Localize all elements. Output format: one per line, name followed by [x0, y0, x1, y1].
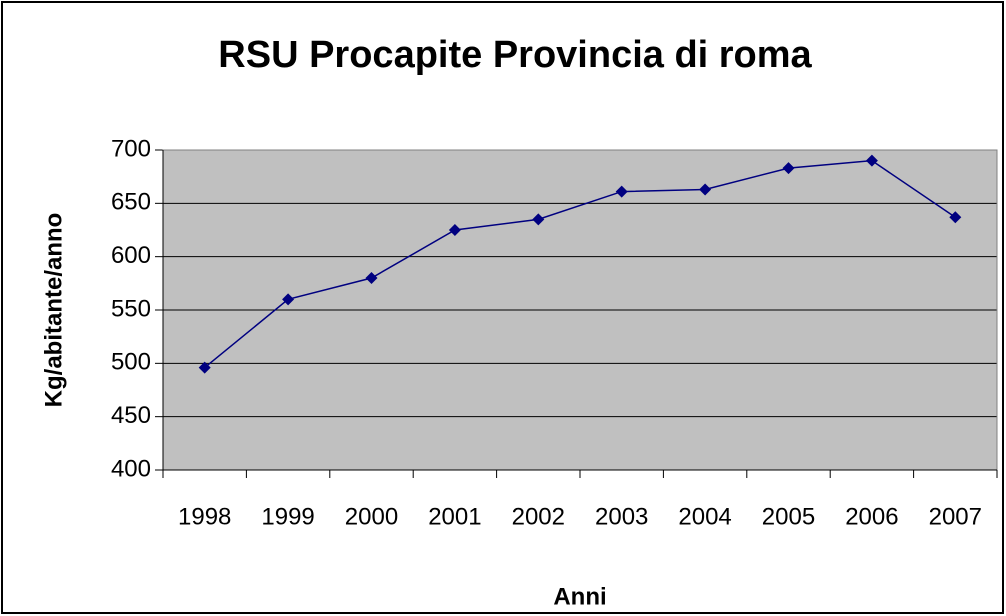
chart-title: RSU Procapite Provincia di roma — [218, 34, 812, 76]
y-tick-label: 700 — [111, 135, 151, 162]
data-point — [282, 293, 295, 306]
data-point — [615, 185, 628, 198]
data-point — [782, 162, 795, 175]
data-point — [865, 154, 878, 167]
y-tick-label: 450 — [111, 402, 151, 429]
x-tick-label: 2001 — [428, 503, 481, 530]
x-tick-label: 1998 — [178, 503, 231, 530]
data-point — [198, 361, 211, 374]
data-point — [532, 213, 545, 226]
x-tick-label: 1999 — [261, 503, 314, 530]
y-tick-label: 650 — [111, 189, 151, 216]
y-tick-label: 400 — [111, 455, 151, 482]
data-point — [448, 224, 461, 236]
data-point — [365, 272, 378, 284]
x-tick-label: 2003 — [595, 503, 648, 530]
data-point — [699, 183, 712, 196]
x-tick-label: 2004 — [678, 503, 731, 530]
x-tick-label: 2006 — [845, 503, 898, 530]
x-tick-label: 2000 — [345, 503, 398, 530]
y-tick-label: 550 — [111, 295, 151, 322]
y-axis-label: Kg/abitante/anno — [40, 213, 67, 408]
x-tick-label: 2005 — [762, 503, 815, 530]
y-tick-label: 500 — [111, 349, 151, 376]
x-tick-label: 2007 — [929, 503, 982, 530]
y-tick-label: 600 — [111, 242, 151, 269]
x-axis-label: Anni — [553, 583, 606, 610]
series-line — [204, 159, 956, 369]
data-point — [949, 211, 962, 224]
x-tick-label: 2002 — [512, 503, 565, 530]
